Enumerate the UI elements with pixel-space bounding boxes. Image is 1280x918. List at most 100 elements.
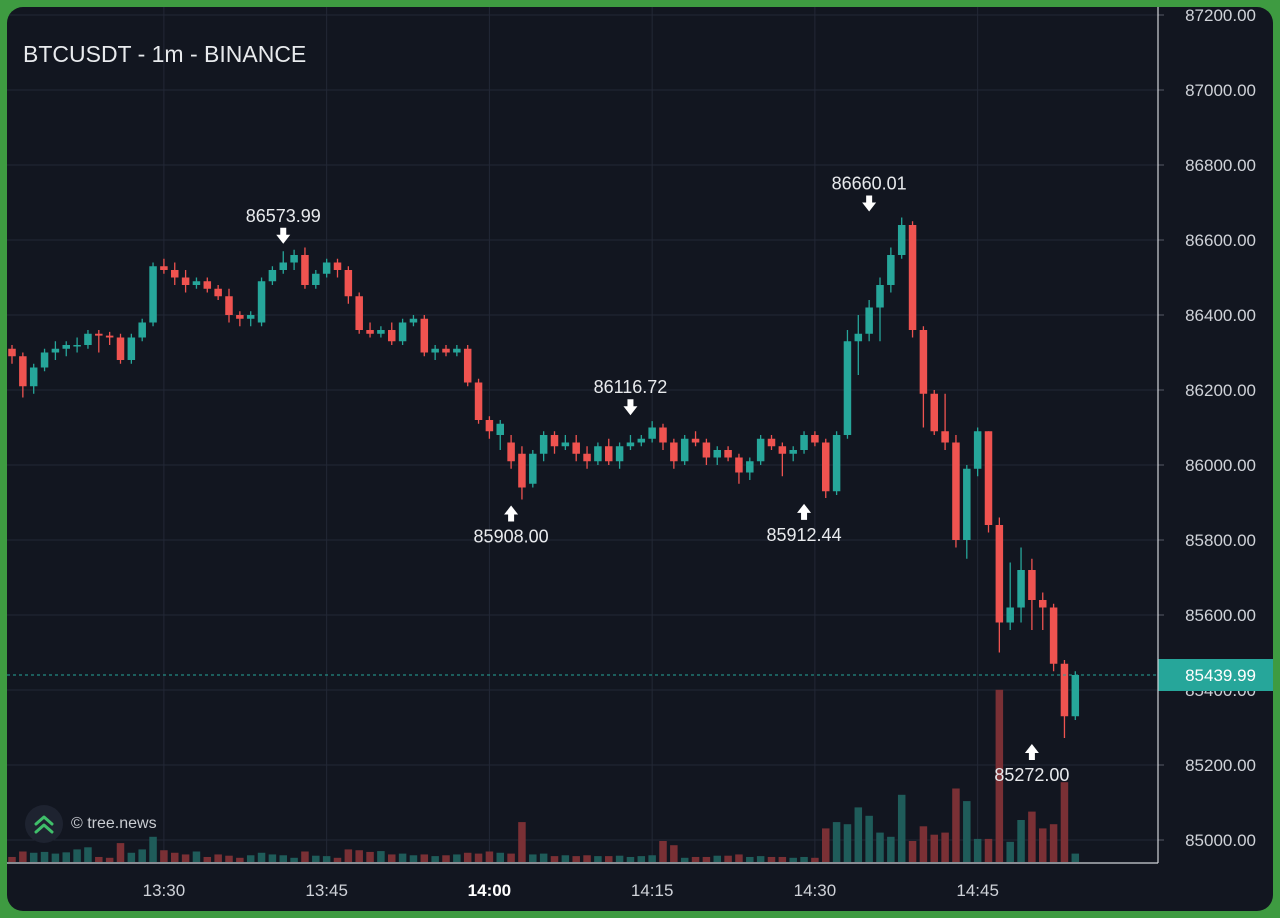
candle-body[interactable] bbox=[127, 337, 136, 361]
candle-body[interactable] bbox=[713, 450, 722, 458]
candle-body[interactable] bbox=[214, 288, 222, 297]
candle-body[interactable] bbox=[919, 330, 928, 394]
candle-body[interactable] bbox=[583, 453, 591, 462]
candle-body[interactable] bbox=[8, 348, 16, 357]
candle-body[interactable] bbox=[51, 348, 60, 353]
candle-body[interactable] bbox=[637, 438, 646, 443]
candle-body[interactable] bbox=[257, 281, 266, 323]
candle-body[interactable] bbox=[746, 461, 754, 473]
candle-body[interactable] bbox=[333, 262, 342, 271]
candle-body[interactable] bbox=[518, 453, 526, 488]
candle-body[interactable] bbox=[1017, 570, 1025, 608]
candle-body[interactable] bbox=[301, 255, 309, 285]
candle-body[interactable] bbox=[171, 270, 179, 278]
candle-body[interactable] bbox=[822, 442, 830, 492]
candle-body[interactable] bbox=[105, 335, 114, 338]
candle-body[interactable] bbox=[973, 431, 982, 469]
candle-body[interactable] bbox=[984, 431, 993, 525]
candle-body[interactable] bbox=[322, 262, 331, 274]
candle-body[interactable] bbox=[876, 285, 884, 308]
candle-body[interactable] bbox=[398, 322, 407, 342]
candle-body[interactable] bbox=[312, 273, 320, 285]
candle-body[interactable] bbox=[952, 442, 960, 541]
candle-body[interactable] bbox=[474, 382, 483, 421]
candle-body[interactable] bbox=[887, 255, 895, 285]
candle-body[interactable] bbox=[388, 330, 396, 342]
candle-body[interactable] bbox=[832, 435, 841, 492]
candle-body[interactable] bbox=[800, 435, 808, 450]
candle-body[interactable] bbox=[366, 330, 374, 334]
candle-body[interactable] bbox=[908, 225, 917, 330]
candle-body[interactable] bbox=[40, 352, 49, 368]
candle-body[interactable] bbox=[789, 450, 797, 454]
candle-body[interactable] bbox=[1060, 663, 1069, 717]
candle-body[interactable] bbox=[1039, 600, 1047, 608]
candle-body[interactable] bbox=[756, 438, 765, 462]
candle-body[interactable] bbox=[377, 330, 385, 334]
candle-body[interactable] bbox=[246, 315, 255, 319]
candle-body[interactable] bbox=[463, 348, 472, 383]
candle-body[interactable] bbox=[138, 322, 146, 338]
candle-body[interactable] bbox=[84, 333, 92, 345]
candle-body[interactable] bbox=[290, 255, 298, 263]
candle-body[interactable] bbox=[19, 356, 27, 387]
candle-body[interactable] bbox=[735, 457, 743, 473]
candle-body[interactable] bbox=[995, 525, 1004, 623]
candle-body[interactable] bbox=[594, 446, 602, 462]
candle-body[interactable] bbox=[778, 446, 787, 454]
candle-body[interactable] bbox=[279, 262, 288, 271]
candle-body[interactable] bbox=[843, 341, 852, 435]
candle-body[interactable] bbox=[539, 435, 548, 454]
candle-body[interactable] bbox=[572, 442, 580, 454]
candle-body[interactable] bbox=[865, 307, 873, 334]
candle-body[interactable] bbox=[724, 450, 732, 458]
candle-body[interactable] bbox=[1006, 607, 1014, 623]
candlestick-chart[interactable]: 86573.99 85908.00 86116.72 85912.44 86660.01… bbox=[7, 7, 1273, 911]
candle-body[interactable] bbox=[702, 442, 711, 458]
candle-body[interactable] bbox=[626, 442, 635, 447]
candle-body[interactable] bbox=[95, 333, 103, 336]
candle-body[interactable] bbox=[529, 453, 537, 484]
candle-body[interactable] bbox=[615, 446, 624, 462]
candle-body[interactable] bbox=[181, 277, 190, 286]
candle-body[interactable] bbox=[1028, 570, 1036, 600]
candle-body[interactable] bbox=[192, 281, 201, 285]
candle-body[interactable] bbox=[344, 270, 353, 297]
candle-body[interactable] bbox=[453, 348, 461, 353]
candle-body[interactable] bbox=[691, 438, 700, 443]
candle-body[interactable] bbox=[941, 431, 949, 443]
candle-body[interactable] bbox=[355, 296, 363, 330]
candle-body[interactable] bbox=[550, 435, 559, 447]
candle-body[interactable] bbox=[496, 423, 505, 435]
candle-body[interactable] bbox=[409, 318, 418, 323]
candle-body[interactable] bbox=[485, 420, 494, 432]
candle-body[interactable] bbox=[1049, 607, 1058, 664]
candle-body[interactable] bbox=[561, 442, 570, 447]
candle-body[interactable] bbox=[431, 348, 439, 353]
candle-body[interactable] bbox=[203, 281, 212, 289]
candle-body[interactable] bbox=[62, 345, 71, 349]
candle-body[interactable] bbox=[680, 438, 689, 462]
candle-body[interactable] bbox=[659, 427, 667, 443]
candle-body[interactable] bbox=[854, 333, 863, 342]
candle-body[interactable] bbox=[442, 348, 450, 353]
candle-body[interactable] bbox=[116, 337, 125, 361]
candle-body[interactable] bbox=[507, 442, 515, 462]
candle-body[interactable] bbox=[1071, 675, 1080, 717]
candle-body[interactable] bbox=[236, 315, 244, 319]
candle-body[interactable] bbox=[29, 367, 38, 387]
candle-body[interactable] bbox=[648, 427, 656, 439]
candle-body[interactable] bbox=[767, 438, 776, 447]
candle-body[interactable] bbox=[225, 296, 233, 315]
candle-body[interactable] bbox=[930, 393, 939, 432]
candle-body[interactable] bbox=[268, 270, 277, 282]
candle-body[interactable] bbox=[149, 266, 157, 323]
candle-body[interactable] bbox=[811, 435, 819, 443]
candle-body[interactable] bbox=[897, 225, 906, 255]
candle-body[interactable] bbox=[670, 442, 678, 462]
candle-body[interactable] bbox=[605, 446, 613, 462]
candle-body[interactable] bbox=[73, 345, 81, 347]
candle-body[interactable] bbox=[160, 266, 168, 270]
candle-body[interactable] bbox=[963, 468, 971, 540]
candle-body[interactable] bbox=[420, 318, 429, 353]
